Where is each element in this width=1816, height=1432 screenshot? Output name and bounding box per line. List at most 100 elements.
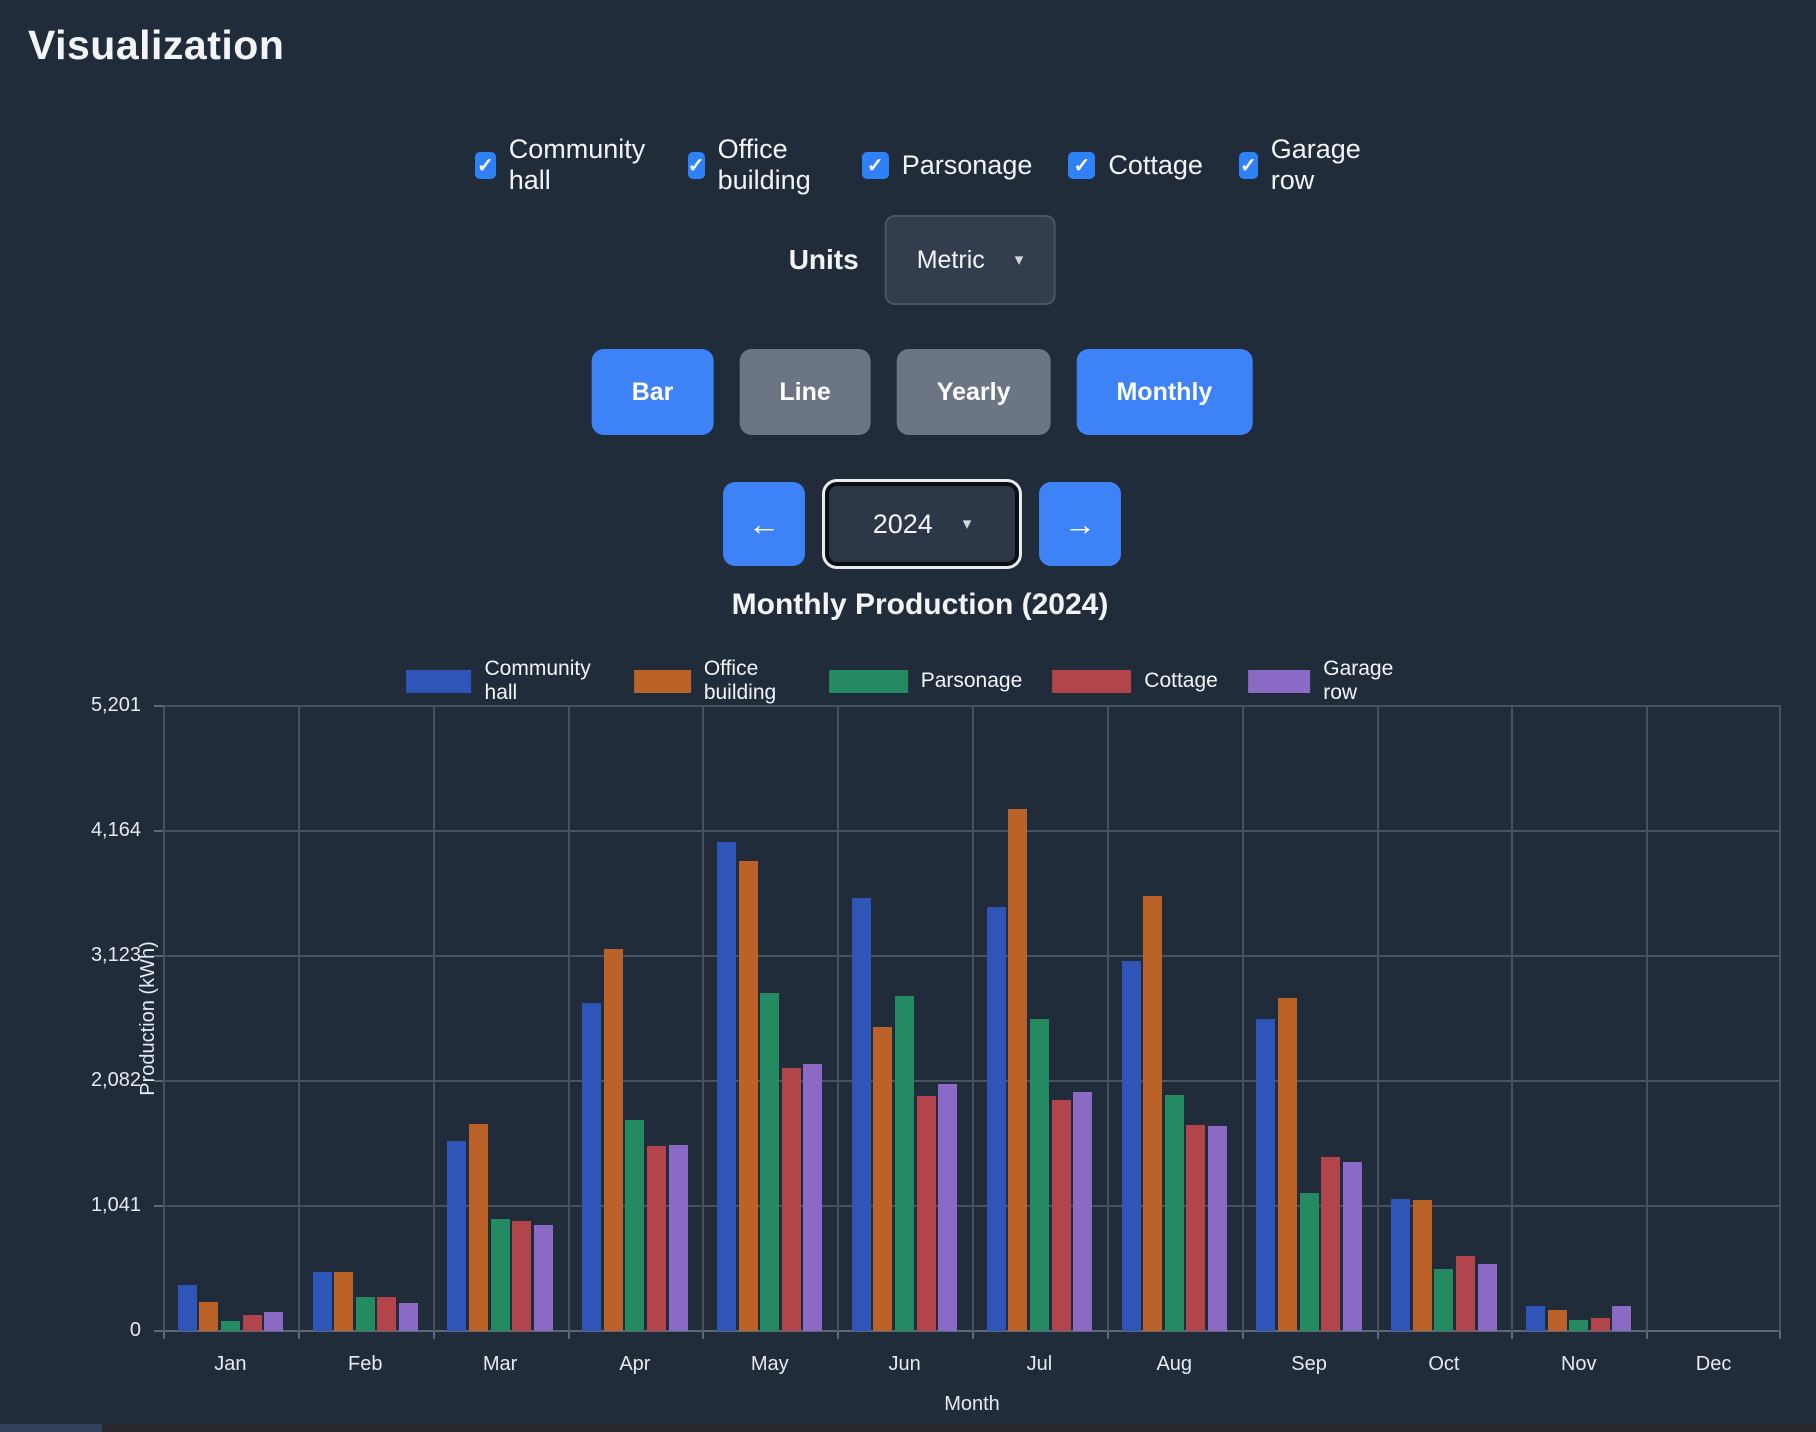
- checkbox-cottage[interactable]: ✓: [1068, 151, 1096, 179]
- bar-community-hall-mar[interactable]: [447, 1141, 467, 1331]
- bar-office-building-oct[interactable]: [1412, 1200, 1432, 1331]
- bar-garage-row-may[interactable]: [803, 1064, 823, 1331]
- bar-parsonage-feb[interactable]: [355, 1297, 375, 1331]
- bar-cottage-sep[interactable]: [1321, 1157, 1341, 1331]
- bar-office-building-may[interactable]: [738, 861, 758, 1331]
- bar-community-hall-aug[interactable]: [1121, 961, 1141, 1331]
- yearly-view-button[interactable]: Yearly: [896, 349, 1051, 435]
- bar-parsonage-oct[interactable]: [1434, 1269, 1454, 1331]
- gridline-vertical: [432, 706, 435, 1331]
- y-tick-label: 3,123: [90, 943, 141, 966]
- check-icon: ✓: [476, 154, 494, 177]
- bar-office-building-feb[interactable]: [334, 1272, 354, 1331]
- filter-label: Office building: [717, 134, 811, 195]
- horizontal-scrollbar[interactable]: [0, 1424, 1816, 1432]
- bar-community-hall-sep[interactable]: [1256, 1019, 1276, 1331]
- checkbox-community-hall[interactable]: ✓: [475, 151, 496, 179]
- page-title: Visualization: [28, 22, 285, 68]
- series-filter-row: ✓ Community hall ✓ Office building ✓ Par…: [475, 134, 1369, 196]
- bar-cottage-nov[interactable]: [1590, 1318, 1610, 1331]
- checkbox-garage-row[interactable]: ✓: [1238, 151, 1258, 179]
- legend-item-garage-row[interactable]: Garage row: [1247, 657, 1410, 705]
- bar-parsonage-apr[interactable]: [625, 1120, 645, 1331]
- check-icon: ✓: [1239, 154, 1257, 177]
- bar-parsonage-jun[interactable]: [895, 996, 915, 1331]
- bar-community-hall-jul[interactable]: [986, 907, 1006, 1331]
- legend-item-office-building[interactable]: Office building: [634, 657, 798, 705]
- bar-garage-row-nov[interactable]: [1612, 1306, 1632, 1331]
- checkbox-parsonage[interactable]: ✓: [861, 151, 889, 179]
- bar-cottage-jul[interactable]: [1051, 1100, 1071, 1331]
- bar-view-button[interactable]: Bar: [591, 349, 714, 435]
- bar-cottage-mar[interactable]: [512, 1221, 532, 1331]
- bar-cottage-oct[interactable]: [1456, 1256, 1476, 1331]
- units-select[interactable]: Metric ▾: [884, 215, 1056, 305]
- legend-item-community-hall[interactable]: Community hall: [406, 657, 604, 705]
- bar-parsonage-sep[interactable]: [1299, 1193, 1319, 1331]
- previous-year-button[interactable]: ←: [723, 482, 805, 566]
- bar-office-building-aug[interactable]: [1143, 896, 1163, 1331]
- next-year-button[interactable]: →: [1039, 482, 1121, 566]
- filter-community-hall[interactable]: ✓ Community hall: [475, 134, 652, 196]
- bar-community-hall-feb[interactable]: [312, 1272, 332, 1331]
- x-axis-tick: [1646, 1331, 1649, 1339]
- bar-garage-row-mar[interactable]: [533, 1225, 553, 1331]
- bar-cottage-apr[interactable]: [647, 1146, 667, 1331]
- filter-office-building[interactable]: ✓ Office building: [687, 134, 826, 196]
- bar-garage-row-jun[interactable]: [938, 1084, 958, 1331]
- filter-cottage[interactable]: ✓ Cottage: [1068, 150, 1203, 181]
- bar-garage-row-aug[interactable]: [1207, 1126, 1227, 1331]
- monthly-view-button[interactable]: Monthly: [1076, 349, 1253, 435]
- year-select[interactable]: 2024 ▾: [822, 479, 1022, 569]
- plot-area: 0 1,041 2,082 3,123 4,164 5,201 Jan Feb Mar Apr Ma…: [91, 694, 1781, 1415]
- bar-cottage-jun[interactable]: [916, 1096, 936, 1331]
- bar-office-building-jan[interactable]: [199, 1302, 219, 1331]
- gridline-vertical: [837, 706, 840, 1331]
- checkbox-office-building[interactable]: ✓: [687, 151, 705, 179]
- bar-office-building-jul[interactable]: [1008, 809, 1028, 1331]
- bar-office-building-nov[interactable]: [1547, 1310, 1567, 1331]
- bar-community-hall-oct[interactable]: [1391, 1199, 1411, 1331]
- bar-garage-row-jan[interactable]: [264, 1312, 284, 1331]
- bar-community-hall-apr[interactable]: [582, 1003, 602, 1331]
- chart-title: Monthly Production (2024): [731, 588, 1109, 621]
- bar-garage-row-jul[interactable]: [1073, 1092, 1093, 1331]
- bar-garage-row-sep[interactable]: [1342, 1162, 1362, 1331]
- check-icon: ✓: [1073, 154, 1091, 177]
- scrollbar-thumb[interactable]: [0, 1424, 102, 1432]
- filter-label: Garage row: [1270, 134, 1361, 195]
- bar-office-building-sep[interactable]: [1277, 998, 1297, 1331]
- line-view-button[interactable]: Line: [739, 349, 871, 435]
- bar-community-hall-jun[interactable]: [851, 898, 871, 1331]
- bar-community-hall-nov[interactable]: [1526, 1306, 1546, 1331]
- bar-parsonage-aug[interactable]: [1164, 1095, 1184, 1331]
- bar-parsonage-jan[interactable]: [220, 1321, 240, 1331]
- filter-parsonage[interactable]: ✓ Parsonage: [861, 150, 1032, 181]
- legend-label: Cottage: [1144, 669, 1218, 692]
- bar-garage-row-oct[interactable]: [1477, 1264, 1497, 1331]
- y-tick-label: 2,082: [90, 1068, 141, 1091]
- bar-cottage-aug[interactable]: [1186, 1125, 1206, 1331]
- x-tick-label-feb: Feb: [348, 1353, 383, 1375]
- legend-item-parsonage[interactable]: Parsonage: [828, 669, 1022, 693]
- bar-parsonage-mar[interactable]: [490, 1219, 510, 1331]
- bar-community-hall-jan[interactable]: [177, 1285, 197, 1331]
- bar-parsonage-nov[interactable]: [1569, 1320, 1589, 1331]
- legend-swatch-garage-row: [1247, 669, 1311, 693]
- bar-garage-row-apr[interactable]: [668, 1145, 688, 1331]
- legend-label: Garage row: [1323, 657, 1394, 704]
- bar-cottage-feb[interactable]: [377, 1297, 397, 1331]
- legend-item-cottage[interactable]: Cottage: [1052, 669, 1218, 693]
- bar-office-building-apr[interactable]: [603, 949, 623, 1331]
- bar-community-hall-may[interactable]: [717, 842, 737, 1331]
- bar-parsonage-may[interactable]: [760, 993, 780, 1331]
- gridline-vertical: [1241, 706, 1244, 1331]
- bar-garage-row-feb[interactable]: [398, 1303, 418, 1331]
- bar-office-building-jun[interactable]: [873, 1027, 893, 1331]
- units-label: Units: [788, 244, 859, 275]
- filter-garage-row[interactable]: ✓ Garage row: [1238, 134, 1369, 196]
- bar-office-building-mar[interactable]: [468, 1124, 488, 1331]
- bar-cottage-jan[interactable]: [242, 1315, 262, 1331]
- bar-parsonage-jul[interactable]: [1029, 1019, 1049, 1331]
- bar-cottage-may[interactable]: [781, 1068, 801, 1331]
